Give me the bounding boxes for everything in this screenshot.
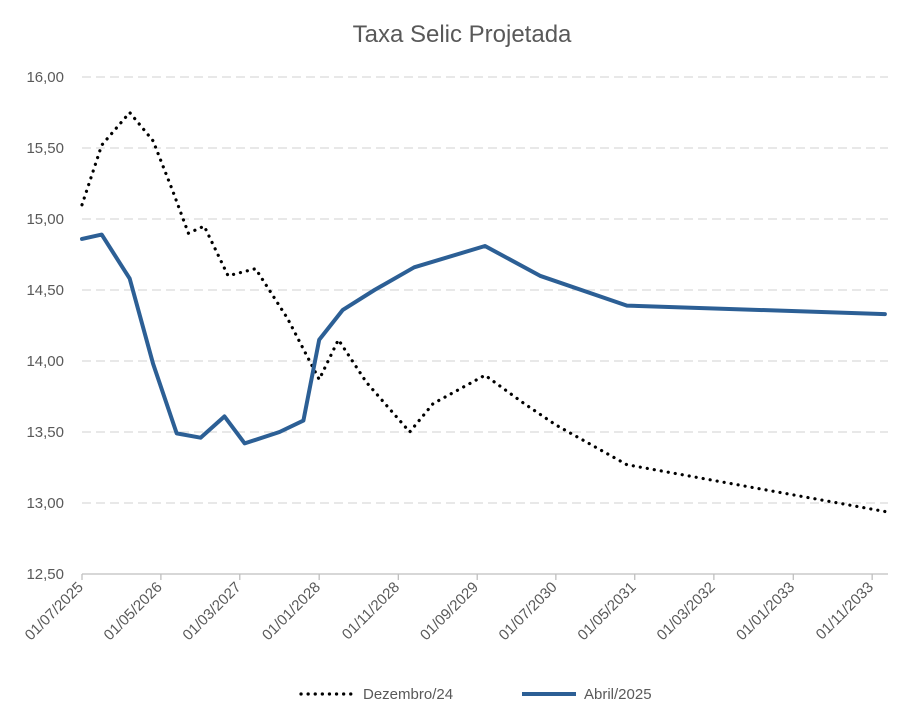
x-tick-label: 01/01/2028 [259, 579, 324, 644]
series-lines [80, 110, 887, 514]
x-tick-label: 01/01/2033 [733, 579, 798, 644]
y-axis: 12,50 13,00 13,50 14,00 14,50 15,00 15,50 16,00 [26, 69, 64, 583]
y-tick-label: 13,00 [26, 495, 64, 512]
x-tick-label: 01/11/2028 [339, 579, 403, 643]
gridlines [82, 76, 888, 504]
x-tick-label: 01/05/2026 [101, 579, 166, 644]
x-tick-label: 01/03/2027 [179, 579, 244, 644]
y-tick-label: 14,50 [26, 282, 64, 299]
legend-label: Dezembro/24 [363, 686, 453, 703]
legend: Dezembro/24 Abril/2025 [299, 686, 652, 703]
y-tick-label: 16,00 [26, 69, 64, 86]
x-axis: 01/07/2025 01/05/2026 01/03/2027 01/01/2028… [22, 573, 888, 644]
y-tick-label: 12,50 [26, 566, 64, 583]
y-tick-label: 15,00 [26, 211, 64, 228]
series-line-1 [80, 110, 887, 514]
legend-label: Abril/2025 [584, 686, 652, 703]
x-tick-label: 01/11/2033 [813, 579, 877, 643]
chart-title: Taxa Selic Projetada [353, 21, 572, 48]
x-tick-label: 01/03/2032 [654, 579, 719, 644]
x-tick-label: 01/07/2025 [22, 579, 87, 644]
x-tick-label: 01/05/2031 [574, 579, 639, 644]
y-tick-label: 15,50 [26, 140, 64, 157]
y-tick-label: 13,50 [26, 424, 64, 441]
series-line-2 [80, 232, 887, 446]
x-tick-label: 01/09/2029 [417, 579, 482, 644]
x-tick-label: 01/07/2030 [496, 579, 561, 644]
y-tick-label: 14,00 [26, 353, 64, 370]
